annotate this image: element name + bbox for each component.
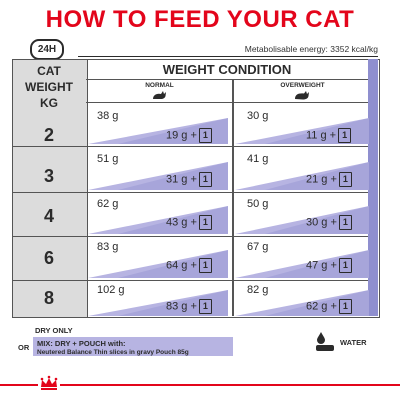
water-label: WATER: [340, 338, 367, 347]
row-divider: [12, 146, 368, 147]
normal-ratio-triangle: [88, 162, 228, 190]
pouch-icon: 1: [338, 215, 352, 230]
overweight-mix-amount: 21 g +1: [306, 172, 352, 187]
overweight-ratio-triangle: [235, 118, 369, 144]
side-accent-band: [368, 59, 378, 316]
normal-ratio-triangle: [88, 206, 228, 234]
product-name: Neutered Balance Thin slices in gravy Po…: [37, 349, 189, 356]
cat-weight-6: 6: [43, 248, 54, 268]
cat-weight-2: 2: [43, 125, 54, 145]
pouch-icon: 1: [198, 299, 212, 314]
normal-mix-amount: 19 g +1: [166, 128, 212, 143]
overweight-dry-amount: 30 g: [247, 110, 269, 122]
normal-mix-grams: 64 g: [166, 259, 188, 272]
header-divider: [86, 102, 368, 103]
overweight-mix-grams: 62 g: [306, 300, 328, 313]
pouch-icon: 1: [198, 172, 212, 187]
royal-canin-crown-icon: [38, 375, 60, 391]
pouch-icon: 1: [198, 128, 212, 143]
normal-mix-amount: 43 g +1: [166, 215, 212, 230]
page-title: HOW TO FEED YOUR CAT: [45, 6, 355, 33]
weight-condition-divider: [86, 79, 368, 80]
weight-condition-header: WEIGHT CONDITION: [162, 62, 292, 77]
cat-overweight-icon: [294, 91, 309, 100]
pouch-icon: 1: [338, 258, 352, 273]
cat-weight-header-line-2: WEIGHT: [25, 80, 73, 94]
pouch-icon: 1: [338, 128, 352, 143]
overweight-mix-amount: 47 g +1: [306, 258, 352, 273]
pouch-icon: 1: [198, 215, 212, 230]
water-bowl-icon: [316, 332, 334, 351]
cat-weight-column: [12, 59, 88, 318]
normal-mix-grams: 43 g: [166, 216, 188, 229]
normal-dry-amount: 83 g: [97, 241, 119, 253]
overweight-mix-grams: 11 g: [306, 129, 327, 142]
overweight-ratio-triangle: [235, 206, 369, 234]
normal-dry-amount: 51 g: [97, 153, 119, 165]
24h-badge-icon: 24H: [30, 39, 64, 60]
normal-mix-amount: 31 g +1: [166, 172, 212, 187]
header-rule: [78, 56, 378, 57]
overweight-mix-amount: 30 g +1: [306, 215, 352, 230]
overweight-column-header: OVERWEIGHT: [232, 82, 373, 102]
normal-mix-amount: 83 g +1: [166, 299, 212, 314]
brand-baseline: [0, 384, 400, 386]
mix-legend-band: [33, 337, 233, 356]
cat-weight-header-line-1: CAT: [37, 64, 61, 78]
normal-mix-amount: 64 g +1: [166, 258, 212, 273]
row-divider: [12, 280, 368, 281]
row-divider: [12, 236, 368, 237]
mix-label: MIX: DRY + POUCH with:: [37, 339, 126, 348]
overweight-ratio-triangle: [235, 290, 369, 316]
pouch-icon: 1: [338, 172, 352, 187]
normal-dry-amount: 38 g: [97, 110, 119, 122]
normal-column-header: NORMAL: [89, 82, 230, 102]
cat-normal-icon: [151, 91, 166, 99]
normal-ratio-triangle: [88, 290, 228, 316]
overweight-ratio-triangle: [235, 250, 369, 278]
normal-mix-grams: 83 g: [166, 300, 188, 313]
normal-mix-grams: 31 g: [166, 173, 188, 186]
pouch-icon: 1: [338, 299, 352, 314]
cat-weight-4: 4: [43, 206, 54, 226]
overweight-mix-grams: 21 g: [306, 173, 328, 186]
normal-ratio-triangle: [88, 118, 228, 144]
dry-only-label: DRY ONLY: [35, 326, 73, 335]
column-divider: [232, 80, 234, 316]
overweight-mix-grams: 30 g: [306, 216, 328, 229]
overweight-dry-amount: 67 g: [247, 241, 269, 253]
cat-weight-8: 8: [43, 288, 54, 308]
overweight-mix-amount: 62 g +1: [306, 299, 352, 314]
row-divider: [12, 192, 368, 193]
overweight-dry-amount: 82 g: [247, 284, 269, 296]
energy-label: Metabolisable energy: 3352 kcal/kg: [244, 44, 378, 54]
overweight-ratio-triangle: [235, 162, 369, 190]
normal-mix-grams: 19 g: [166, 129, 188, 142]
cat-weight-header-line-3: KG: [40, 96, 58, 110]
overweight-mix-grams: 47 g: [306, 259, 328, 272]
overweight-label: OVERWEIGHT: [280, 82, 325, 89]
normal-label: NORMAL: [145, 82, 174, 89]
overweight-mix-amount: 11 g +1: [306, 128, 352, 143]
pouch-icon: 1: [198, 258, 212, 273]
normal-dry-amount: 102 g: [97, 284, 125, 296]
normal-ratio-triangle: [88, 250, 228, 278]
normal-dry-amount: 62 g: [97, 198, 119, 210]
cat-weight-header: CAT WEIGHT KG: [12, 63, 86, 111]
overweight-dry-amount: 50 g: [247, 198, 269, 210]
overweight-dry-amount: 41 g: [247, 153, 269, 165]
or-label: OR: [18, 343, 30, 352]
cat-weight-3: 3: [43, 166, 54, 186]
